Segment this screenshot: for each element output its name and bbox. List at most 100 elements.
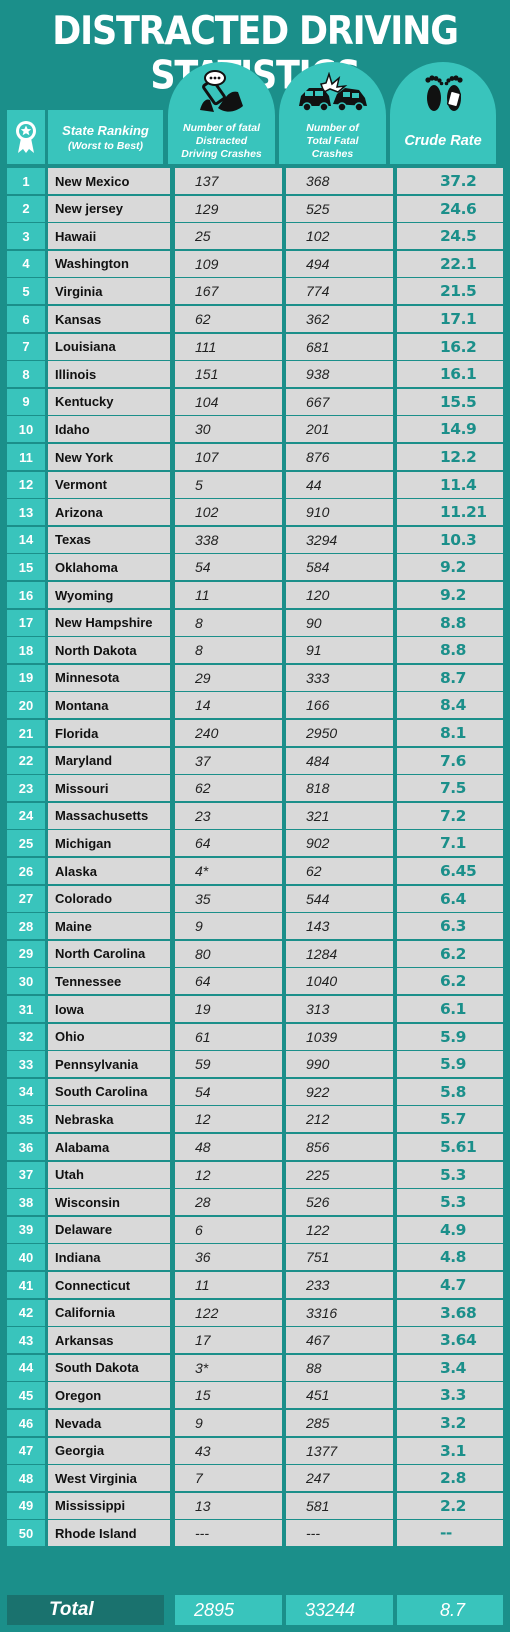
total-crashes-cell: 818 [286,775,393,802]
rank-cell: 44 [7,1354,45,1381]
rank-cell: 24 [7,802,45,829]
table-row: 47 Georgia 43 1377 3.1 [7,1437,503,1464]
fatal-crashes-cell: 12 [175,1161,282,1188]
rank-cell: 35 [7,1106,45,1133]
table-row: 42 California 122 3316 3.68 [7,1299,503,1326]
fatal-crashes-cell: 122 [175,1299,282,1326]
total-header-line3: Crashes [311,147,354,160]
table-row: 22 Maryland 37 484 7.6 [7,747,503,774]
crude-rate-cell: 4.7 [397,1272,503,1298]
table-row: 27 Colorado 35 544 6.4 [7,885,503,912]
total-crashes-cell: 247 [286,1465,393,1492]
fatal-crashes-cell: 13 [175,1492,282,1519]
total-crashes-cell: 90 [286,609,393,636]
state-name-cell: Wyoming [48,582,170,608]
rank-cell: 28 [7,913,45,940]
rank-cell: 27 [7,885,45,912]
fatal-crashes-cell: 5 [175,471,282,498]
fatal-crashes-cell: 29 [175,664,282,691]
state-name-cell: West Virginia [48,1465,170,1492]
total-crashes-cell: 3294 [286,526,393,553]
state-name-cell: North Dakota [48,637,170,664]
total-crashes-cell: 467 [286,1327,393,1354]
crude-rate-cell: 6.2 [397,940,503,967]
rank-cell: 32 [7,1023,45,1050]
rank-cell: 47 [7,1437,45,1464]
total-crashes-cell: 143 [286,913,393,940]
rank-cell: 40 [7,1244,45,1271]
fatal-crashes-cell: 62 [175,306,282,332]
table-row: 35 Nebraska 12 212 5.7 [7,1106,503,1133]
table-row: 5 Virginia 167 774 21.5 [7,278,503,305]
award-ribbon-icon [16,121,36,153]
fatal-crashes-cell: 36 [175,1244,282,1271]
table-row: 49 Mississippi 13 581 2.2 [7,1492,503,1519]
total-crashes-cell: 525 [286,195,393,222]
state-name-cell: Idaho [48,416,170,443]
rank-cell: 4 [7,250,45,277]
rank-cell: 37 [7,1161,45,1188]
rank-cell: 30 [7,968,45,995]
table-row: 26 Alaska 4* 62 6.45 [7,858,503,884]
fatal-crashes-cell: 35 [175,885,282,912]
state-name-cell: Nevada [48,1410,170,1436]
crude-rate-cell: -- [397,1520,503,1547]
fatal-crashes-cell: 3* [175,1354,282,1381]
rank-cell: 7 [7,333,45,360]
rank-cell: 12 [7,471,45,498]
total-crashes-cell: 285 [286,1410,393,1436]
rank-cell: 46 [7,1410,45,1436]
state-name-cell: Montana [48,692,170,719]
crude-rate-cell: 5.7 [397,1106,503,1133]
total-crashes-cell: 333 [286,664,393,691]
rank-cell: 42 [7,1299,45,1326]
total-crashes-cell: 584 [286,554,393,581]
state-name-cell: Nebraska [48,1106,170,1133]
total-crashes-cell: 1039 [286,1023,393,1050]
fatal-crashes-cell: 151 [175,361,282,388]
total-crashes-cell: 526 [286,1189,393,1216]
total-crashes-cell: 166 [286,692,393,719]
table-row: 45 Oregon 15 451 3.3 [7,1382,503,1409]
table-row: 1 New Mexico 137 368 37.2 [7,168,503,194]
rank-cell: 1 [7,168,45,194]
table-row: 48 West Virginia 7 247 2.8 [7,1465,503,1492]
rank-cell: 21 [7,720,45,746]
rank-cell: 50 [7,1520,45,1547]
total-crashes-cell: 876 [286,444,393,470]
total-header: Number of Total Fatal Crashes [279,118,386,164]
fatal-crashes-cell: 17 [175,1327,282,1354]
fatal-crashes-cell: 64 [175,830,282,857]
crude-rate-cell: 3.68 [397,1299,503,1326]
table-row: 44 South Dakota 3* 88 3.4 [7,1354,503,1381]
table-row: 11 New York 107 876 12.2 [7,444,503,470]
footprints-tag-icon [425,75,463,111]
total-crashes-cell: 581 [286,1492,393,1519]
state-name-cell: Wisconsin [48,1189,170,1216]
table-row: 13 Arizona 102 910 11.21 [7,499,503,526]
rank-cell: 18 [7,637,45,664]
crude-rate-cell: 5.3 [397,1189,503,1216]
state-name-cell: Oregon [48,1382,170,1409]
state-name-cell: New York [48,444,170,470]
total-crashes-cell: 122 [286,1216,393,1243]
total-crashes-cell: 544 [286,885,393,912]
total-crashes-cell: 233 [286,1272,393,1298]
rank-cell: 15 [7,554,45,581]
total-crashes-cell: 368 [286,168,393,194]
state-name-cell: Vermont [48,471,170,498]
crude-rate-cell: 5.8 [397,1078,503,1105]
crude-rate-cell: 4.9 [397,1216,503,1243]
state-name-cell: Illinois [48,361,170,388]
state-name-cell: Indiana [48,1244,170,1271]
crude-rate-cell: 7.2 [397,802,503,829]
table-row: 14 Texas 338 3294 10.3 [7,526,503,553]
fatal-crashes-cell: 59 [175,1051,282,1078]
table-row: 8 Illinois 151 938 16.1 [7,361,503,388]
state-name-cell: Washington [48,250,170,277]
fatal-crashes-cell: 8 [175,609,282,636]
rank-cell: 34 [7,1078,45,1105]
total-fatal-value: 2895 [175,1595,282,1625]
rank-cell: 14 [7,526,45,553]
rank-cell: 41 [7,1272,45,1298]
